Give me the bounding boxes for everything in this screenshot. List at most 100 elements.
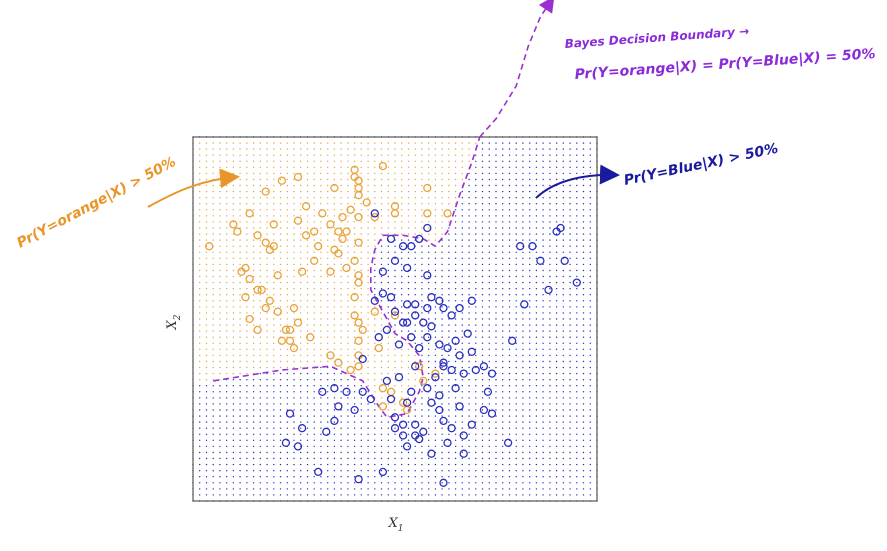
- grid-dot: [205, 294, 208, 296]
- grid-dot: [582, 397, 585, 399]
- grid-dot: [232, 476, 235, 478]
- grid-dot: [306, 142, 309, 144]
- grid-dot: [252, 488, 255, 490]
- grid-dot: [582, 391, 585, 393]
- grid-dot: [555, 488, 558, 490]
- grid-dot: [562, 318, 564, 320]
- grid-dot: [199, 209, 201, 211]
- grid-dot: [380, 245, 383, 247]
- grid-dot: [353, 221, 356, 223]
- grid-dot: [320, 336, 322, 338]
- grid-dot: [589, 239, 591, 241]
- orange-point: [338, 212, 347, 222]
- grid-dot: [414, 257, 416, 259]
- grid-dot: [394, 227, 396, 229]
- grid-dot: [273, 397, 275, 399]
- grid-dot: [407, 172, 410, 175]
- grid-dot: [374, 330, 376, 332]
- grid-dot: [239, 281, 241, 284]
- grid-dot: [340, 372, 342, 375]
- grid-dot: [327, 476, 329, 478]
- grid-dot: [320, 354, 322, 357]
- grid-dot: [428, 251, 430, 253]
- grid-dot: [327, 409, 329, 411]
- orange-point: [306, 333, 315, 342]
- grid-dot: [246, 330, 248, 332]
- grid-dot: [219, 379, 221, 381]
- grid-dot: [300, 421, 302, 423]
- grid-dot: [461, 385, 463, 387]
- grid-dot: [434, 312, 437, 314]
- grid-dot: [454, 245, 457, 247]
- grid-dot: [293, 409, 295, 411]
- grid-dot: [226, 294, 228, 296]
- grid-dot: [306, 476, 309, 478]
- grid-dot: [421, 148, 423, 150]
- grid-dot: [380, 294, 383, 296]
- grid-dot: [273, 482, 275, 484]
- grid-dot: [293, 324, 295, 326]
- grid-dot: [481, 184, 484, 187]
- grid-dot: [535, 463, 538, 466]
- grid-dot: [555, 312, 558, 314]
- grid-dot: [226, 190, 228, 193]
- grid-dot: [239, 348, 241, 350]
- grid-dot: [542, 197, 544, 199]
- grid-dot: [529, 172, 531, 175]
- grid-dot: [239, 263, 241, 266]
- grid-dot: [306, 409, 309, 411]
- grid-dot: [320, 391, 322, 393]
- blue-point: [330, 384, 339, 393]
- grid-dot: [555, 354, 558, 357]
- grid-dot: [394, 336, 396, 338]
- grid-dot: [266, 215, 268, 217]
- grid-dot: [589, 215, 591, 217]
- grid-dot: [468, 251, 470, 253]
- grid-dot: [448, 324, 450, 326]
- grid-dot: [448, 397, 450, 399]
- grid-dot: [360, 372, 362, 375]
- grid-dot: [259, 245, 261, 247]
- grid-dot: [387, 269, 389, 272]
- grid-dot: [205, 366, 208, 369]
- grid-dot: [535, 457, 538, 460]
- blue-point: [318, 387, 327, 396]
- grid-dot: [535, 275, 538, 278]
- grid-dot: [448, 154, 450, 156]
- grid-dot: [542, 172, 544, 175]
- grid-dot: [488, 251, 490, 253]
- grid-dot: [239, 409, 241, 411]
- blue-point: [402, 318, 412, 327]
- grid-dot: [232, 415, 235, 417]
- grid-dot: [232, 318, 235, 320]
- grid-dot: [542, 215, 544, 217]
- grid-dot: [320, 190, 322, 193]
- grid-dot: [286, 245, 288, 247]
- grid-dot: [589, 245, 591, 247]
- grid-dot: [549, 470, 551, 472]
- grid-dot: [481, 372, 484, 375]
- grid-dot: [374, 245, 376, 247]
- grid-dot: [535, 330, 538, 332]
- grid-dot: [279, 154, 282, 156]
- grid-dot: [448, 148, 450, 150]
- grid-dot: [387, 215, 389, 217]
- grid-dot: [320, 415, 322, 417]
- grid-dot: [394, 385, 396, 387]
- grid-dot: [347, 288, 349, 290]
- grid-dot: [515, 324, 517, 326]
- grid-dot: [226, 342, 228, 344]
- grid-dot: [394, 251, 396, 253]
- grid-dot: [582, 281, 585, 284]
- grid-dot: [387, 342, 389, 344]
- grid-dot: [562, 427, 564, 429]
- grid-dot: [320, 324, 322, 326]
- grid-dot: [239, 203, 241, 205]
- grid-dot: [495, 366, 497, 369]
- grid-dot: [340, 269, 342, 272]
- grid-dot: [374, 154, 376, 156]
- grid-dot: [495, 463, 497, 466]
- grid-dot: [226, 445, 228, 448]
- grid-dot: [414, 209, 416, 211]
- grid-dot: [212, 197, 214, 199]
